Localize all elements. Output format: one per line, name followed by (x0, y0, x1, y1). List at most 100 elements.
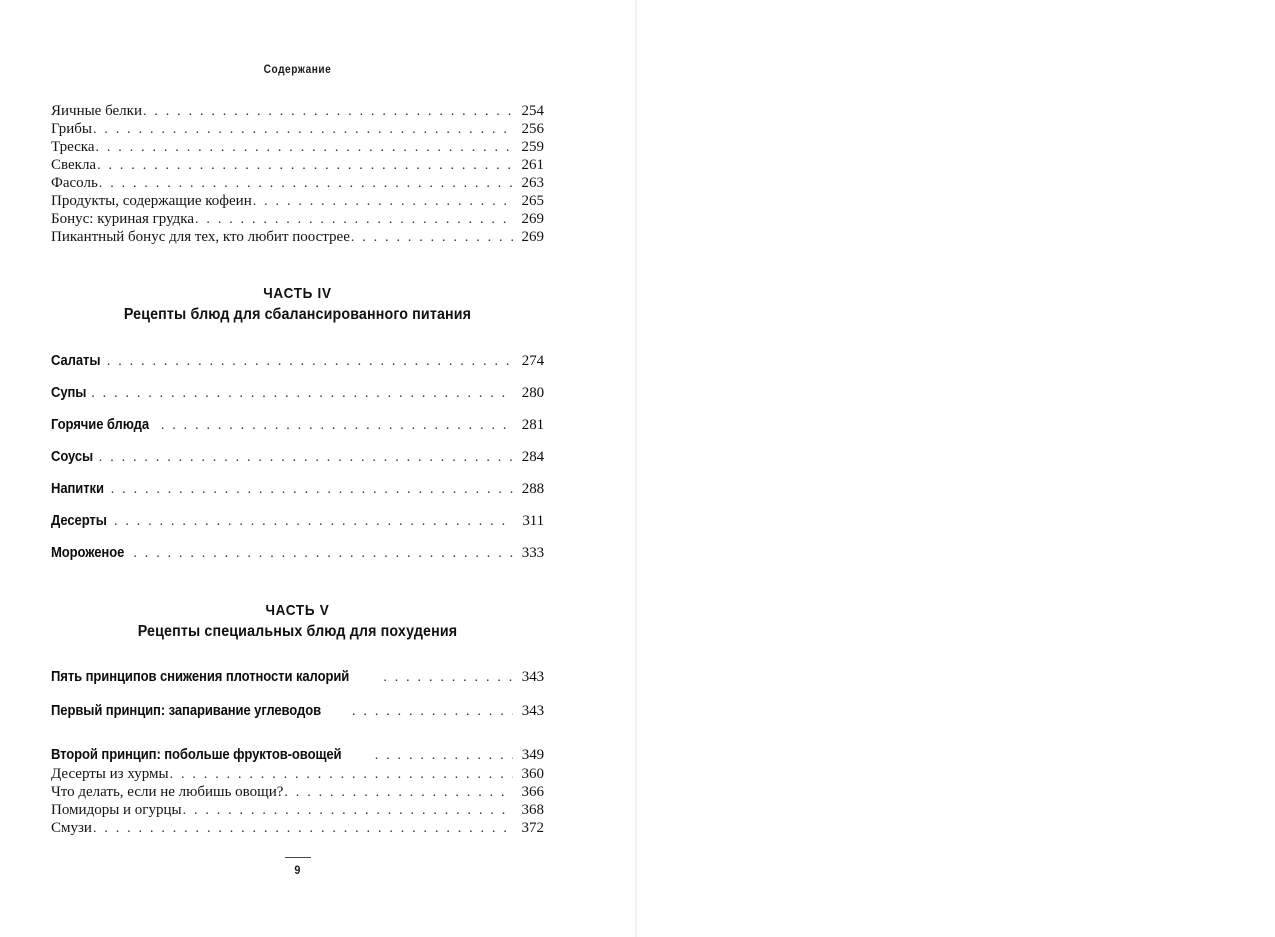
toc-entry-page: 372 (521, 820, 545, 837)
toc-entry-page: 263 (521, 175, 545, 191)
toc-leader-dots (111, 480, 513, 499)
toc-entry-label: Свекла (51, 157, 97, 173)
right-page: СЕРГЕЙ ОБЛОЖКО Третий принцип: соусы 373… (635, 0, 1275, 937)
spacer (51, 467, 544, 479)
toc-entry-label: Треска (51, 139, 95, 155)
toc-leader-dots (97, 157, 513, 174)
toc-entry-page: 343 (521, 669, 544, 686)
toc-entry-label: Грибы (51, 121, 92, 137)
toc-leader-dots (375, 746, 513, 765)
toc-entry-page: 366 (521, 784, 545, 801)
toc-entry[interactable]: Напитки 288 (51, 479, 544, 499)
toc-leader-dots (351, 229, 513, 246)
toc-entry-page: 349 (521, 747, 544, 764)
toc-leader-dots (352, 702, 513, 721)
spacer (51, 721, 544, 745)
toc-entry[interactable]: Пять принципов снижения плотности калори… (51, 667, 544, 687)
toc-entry[interactable]: Фасоль 263 (51, 174, 544, 192)
toc-entry-page: 360 (521, 766, 545, 783)
toc-leader-dots (253, 193, 513, 210)
toc-leader-dots (133, 544, 513, 563)
toc-entry[interactable]: Мороженое 333 (51, 543, 544, 563)
spacer (51, 327, 544, 351)
toc-entry-label: Второй принцип: побольше фруктов-овощей (51, 747, 342, 764)
folio-rule (284, 857, 311, 858)
toc-entry-label: Бонус: куриная грудка (51, 211, 195, 227)
toc-entry[interactable]: Первый принцип: запаривание углеводов 34… (51, 701, 544, 721)
toc-entry[interactable]: Соусы 284 (51, 447, 544, 467)
part-number: ЧАСТЬ V (265, 601, 330, 619)
toc-entry-page: 368 (521, 802, 545, 819)
toc-entry-page: 274 (521, 352, 544, 369)
toc-entry-label: Супы (51, 384, 87, 401)
toc-entry[interactable]: Бонус: куриная грудка 269 (51, 210, 544, 228)
toc-entry[interactable]: Второй принцип: побольше фруктов-овощей … (51, 745, 544, 765)
part-title: Рецепты специальных блюд для похудения (137, 622, 458, 640)
toc-leader-dots (99, 448, 513, 467)
toc-leader-dots (161, 416, 513, 435)
toc-entry[interactable]: Десерты 311 (51, 511, 544, 531)
running-head-left: Содержание (263, 64, 332, 76)
spacer (51, 371, 544, 383)
toc-leader-dots (96, 139, 514, 156)
spacer (51, 246, 544, 284)
toc-entry-label: Первый принцип: запаривание углеводов (51, 703, 322, 720)
toc-entry-page: 333 (521, 544, 544, 561)
toc-entry[interactable]: Помидоры и огурцы 368 (51, 801, 544, 819)
toc-entry[interactable]: Супы 280 (51, 383, 544, 403)
toc-entry-label: Смузи (51, 820, 92, 837)
toc-entry-page: 265 (521, 193, 545, 209)
toc-entry[interactable]: Продукты, содержащие кофеин 265 (51, 192, 544, 210)
spacer (51, 643, 544, 667)
toc-entry-label: Напитки (51, 480, 104, 497)
toc-leader-dots (383, 668, 513, 687)
toc-leader-dots (99, 175, 513, 192)
toc-entry-label: Пять принципов снижения плотности калори… (51, 669, 350, 686)
toc-entry[interactable]: Что делать, если не любишь овощи? 366 (51, 783, 544, 801)
toc-group-continued: Яичные белки 254 Грибы 256 Треска 259 (51, 102, 544, 246)
toc-entry[interactable]: Грибы 256 (51, 120, 544, 138)
toc-entry-label: Горячие блюда (51, 416, 149, 433)
toc-entry[interactable]: Свекла 261 (51, 156, 544, 174)
spacer (51, 531, 544, 543)
toc-entry-label: Продукты, содержащие кофеин (51, 193, 252, 209)
toc-entry[interactable]: Пикантный бонус для тех, кто любит поост… (51, 228, 544, 246)
spacer (51, 403, 544, 415)
toc-entry-label: Фасоль (51, 175, 98, 191)
toc-entry-label: Яичные белки (51, 103, 142, 119)
part-heading-4: ЧАСТЬ IV Рецепты блюд для сбалансированн… (51, 284, 544, 327)
part-title: Рецепты блюд для сбалансированного питан… (123, 306, 472, 324)
toc-leader-dots (93, 121, 513, 138)
toc-entry[interactable]: Десерты из хурмы 360 (51, 765, 544, 783)
toc-entry-label: Десерты из хурмы (51, 766, 169, 783)
toc-entry-label: Соусы (51, 448, 94, 465)
toc-leader-dots (284, 784, 513, 801)
toc-entry[interactable]: Треска 259 (51, 138, 544, 156)
spacer (51, 687, 544, 701)
toc-entry-page: 269 (521, 211, 545, 227)
toc-entry[interactable]: Салаты 274 (51, 351, 544, 371)
toc-entry-label: Пикантный бонус для тех, кто любит поост… (51, 229, 350, 245)
spacer (51, 499, 544, 511)
toc-entry-label: Что делать, если не любишь овощи? (51, 784, 284, 801)
toc-entry-page: 254 (521, 103, 545, 119)
toc-entry-page: 259 (521, 139, 545, 155)
toc-leader-dots (93, 820, 513, 837)
toc-left-column: Яичные белки 254 Грибы 256 Треска 259 (51, 102, 544, 837)
toc-entry-label: Мороженое (51, 544, 125, 561)
spacer (51, 435, 544, 447)
toc-entry[interactable]: Смузи 372 (51, 819, 544, 837)
toc-leader-dots (195, 211, 513, 228)
left-page: Содержание Яичные белки 254 Грибы 256 (0, 0, 635, 937)
toc-entry-label: Десерты (51, 512, 107, 529)
toc-entry-label: Помидоры и огурцы (51, 802, 182, 819)
toc-group-part4: Салаты 274 Супы 280 Горячие блюда 2 (51, 351, 544, 563)
toc-leader-dots (143, 103, 513, 120)
toc-leader-dots (114, 512, 513, 531)
toc-entry-label: Салаты (51, 352, 101, 369)
toc-entry[interactable]: Горячие блюда 281 (51, 415, 544, 435)
toc-entry-page: 311 (522, 512, 544, 529)
toc-entry[interactable]: Яичные белки 254 (51, 102, 544, 120)
part-number: ЧАСТЬ IV (263, 285, 332, 302)
